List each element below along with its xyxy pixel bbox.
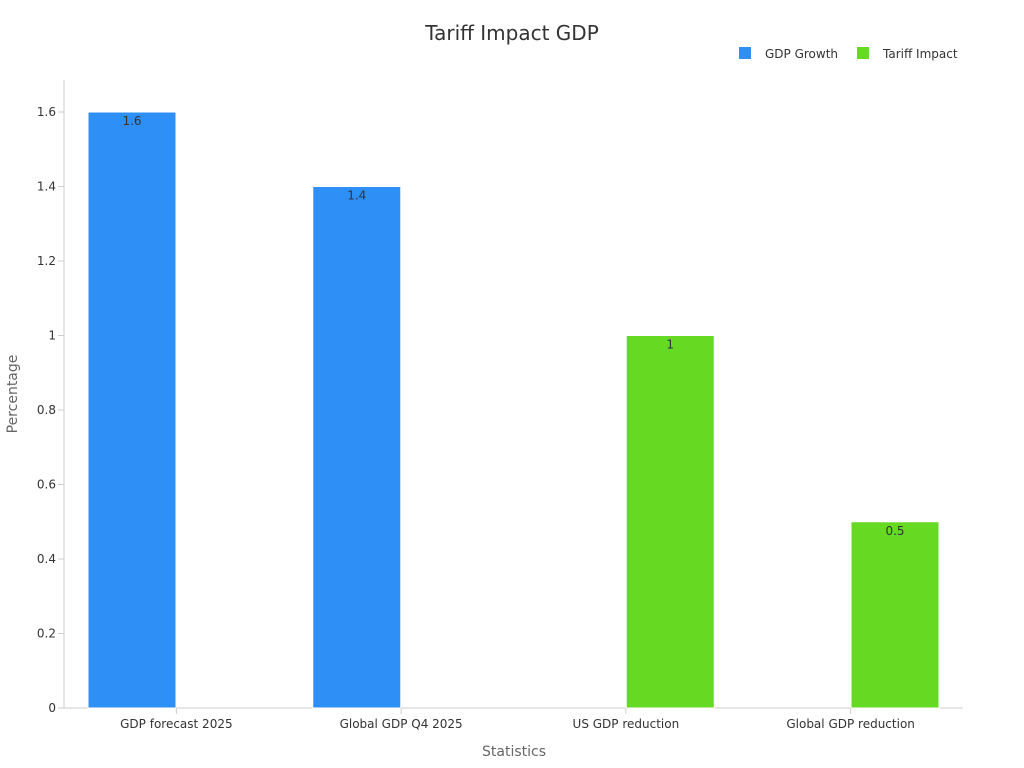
- bars: [87, 111, 940, 709]
- x-tick-label: US GDP reduction: [573, 717, 680, 731]
- y-axis-title: Percentage: [5, 355, 21, 434]
- x-tick-label: GDP forecast 2025: [120, 717, 232, 731]
- legend-swatch-tariff-impact: [857, 47, 869, 59]
- data-label: 0.5: [885, 524, 904, 538]
- data-labels: 1.6 1.4 1 0.5: [122, 114, 904, 538]
- y-tick-label: 1.2: [37, 254, 56, 268]
- bar: [87, 111, 177, 709]
- legend-swatch-gdp-growth: [739, 47, 751, 59]
- y-tick-label: 0.8: [37, 403, 56, 417]
- x-tick-label: Global GDP reduction: [786, 717, 915, 731]
- y-tick-label: 0.4: [37, 552, 56, 566]
- y-ticks: 0 0.2 0.4 0.6 0.8 1 1.2 1.4 1.6: [37, 105, 64, 715]
- x-ticks: GDP forecast 2025 Global GDP Q4 2025 US GD…: [120, 708, 915, 731]
- bar: [625, 335, 715, 709]
- y-tick-label: 0: [48, 701, 56, 715]
- y-tick-label: 0.2: [37, 627, 56, 641]
- y-tick-label: 1.4: [37, 180, 56, 194]
- bar: [312, 186, 402, 709]
- legend-label-tariff-impact: Tariff Impact: [882, 47, 958, 61]
- legend-label-gdp-growth: GDP Growth: [765, 47, 838, 61]
- data-label: 1: [666, 338, 674, 352]
- x-tick-label: Global GDP Q4 2025: [340, 717, 463, 731]
- legend: GDP Growth Tariff Impact: [739, 47, 958, 61]
- x-axis-title: Statistics: [482, 744, 546, 760]
- y-tick-label: 1: [48, 329, 56, 343]
- data-label: 1.6: [122, 114, 141, 128]
- y-tick-label: 1.6: [37, 105, 56, 119]
- y-tick-label: 0.6: [37, 478, 56, 492]
- data-label: 1.4: [347, 189, 366, 203]
- chart-title: Tariff Impact GDP: [424, 21, 599, 45]
- bar: [850, 521, 940, 709]
